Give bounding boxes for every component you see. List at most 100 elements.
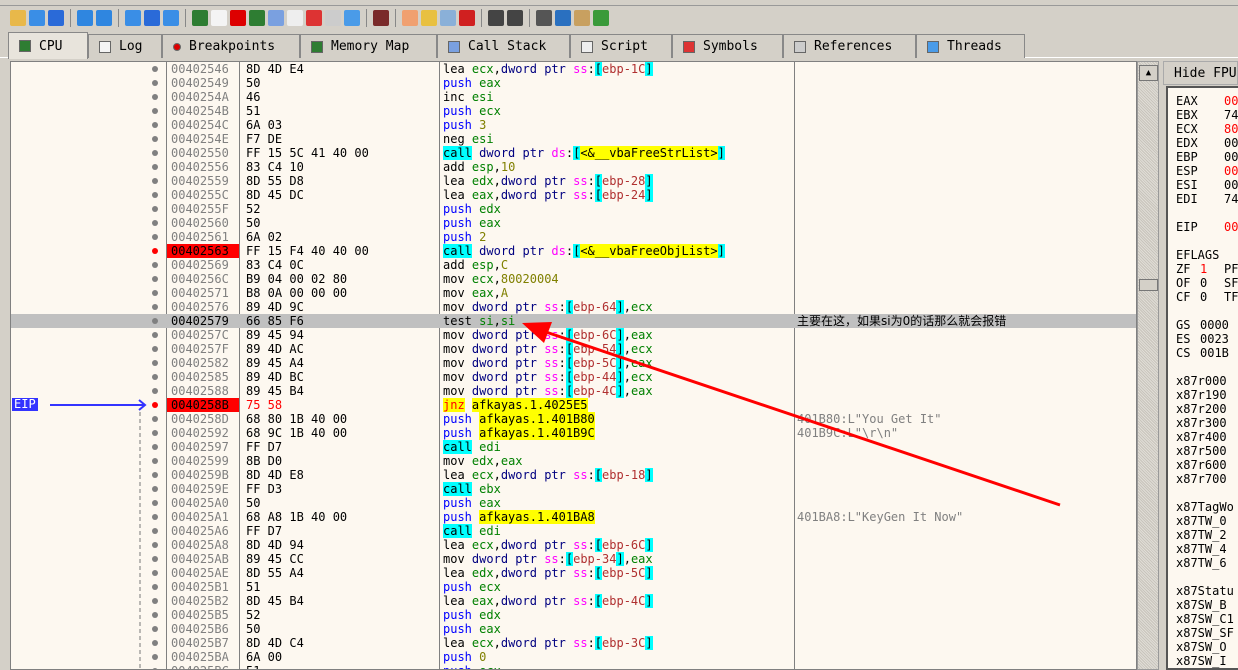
breakpoint-toggle-icon[interactable]	[152, 290, 158, 296]
breakpoint-toggle-icon[interactable]	[152, 164, 158, 170]
breakpoint-toggle-icon[interactable]	[152, 542, 158, 548]
tab-log[interactable]: Log	[88, 34, 162, 58]
disasm-row[interactable]: 00402585 89 4D BC mov dword ptr ss:[ebp-44…	[11, 370, 1136, 384]
run-icon[interactable]	[77, 10, 93, 26]
disasm-row[interactable]: 0040258B 75 58 jnz afkayas.1.4025E5	[11, 398, 1136, 412]
disasm-row[interactable]: 004025A6 FF D7 call edi	[11, 524, 1136, 538]
disasm-row[interactable]: 00402579 66 85 F6 test si,si 主要在这，如果si为0的话那…	[11, 314, 1136, 328]
breakpoint-toggle-icon[interactable]	[152, 668, 158, 669]
disasm-row[interactable]: 004025AE 8D 55 A4 lea edx,dword ptr ss:[eb…	[11, 566, 1136, 580]
breakpoint-toggle-icon[interactable]	[152, 584, 158, 590]
register-row[interactable]: x87r300	[1176, 416, 1238, 430]
tab-breakpoints[interactable]: Breakpoints	[162, 34, 300, 58]
tab-cpu[interactable]: CPU	[8, 32, 88, 59]
register-row[interactable]: x87TW_4	[1176, 542, 1238, 556]
disasm-row[interactable]: 00402556 83 C4 10 add esp,10	[11, 160, 1136, 174]
disasm-row[interactable]: 00402576 89 4D 9C mov dword ptr ss:[ebp-64…	[11, 300, 1136, 314]
breakpoint-toggle-icon[interactable]	[152, 556, 158, 562]
breakpoint-toggle-icon[interactable]	[152, 444, 158, 450]
breakpoint-icon[interactable]	[230, 10, 246, 26]
breakpoint-toggle-icon[interactable]	[152, 66, 158, 72]
tab-symbols[interactable]: Symbols	[672, 34, 783, 58]
disasm-row[interactable]: 0040257F 89 4D AC mov dword ptr ss:[ebp-54…	[11, 342, 1136, 356]
register-row[interactable]: x87SW_C1	[1176, 612, 1238, 626]
disasm-row[interactable]: 00402597 FF D7 call edi	[11, 440, 1136, 454]
disasm-row[interactable]: 00402599 8B D0 mov edx,eax	[11, 454, 1136, 468]
breakpoint-toggle-icon[interactable]	[152, 262, 158, 268]
disasm-row[interactable]: 00402560 50 push eax	[11, 216, 1136, 230]
about-icon[interactable]	[593, 10, 609, 26]
tab-memory-map[interactable]: Memory Map	[300, 34, 437, 58]
disasm-row[interactable]: 00402550 FF 15 5C 41 40 00 call dword ptr …	[11, 146, 1136, 160]
register-row[interactable]: ESP 00	[1176, 164, 1238, 178]
breakpoint-toggle-icon[interactable]	[152, 654, 158, 660]
disasm-row[interactable]: 0040254C 6A 03 push 3	[11, 118, 1136, 132]
disassembly-view[interactable]: 00402546 8D 4D E4 lea ecx,dword ptr ss:[eb…	[10, 61, 1137, 670]
breakpoint-toggle-icon[interactable]	[152, 500, 158, 506]
register-row[interactable]: EBX 74	[1176, 108, 1238, 122]
disasm-row[interactable]: 0040255C 8D 45 DC lea eax,dword ptr ss:[eb…	[11, 188, 1136, 202]
log-icon[interactable]	[211, 10, 227, 26]
register-row[interactable]: x87r700	[1176, 472, 1238, 486]
scroll-up-button[interactable]: ▲	[1139, 65, 1158, 81]
breakpoint-icon[interactable]	[152, 248, 158, 254]
register-row[interactable]: x87r000	[1176, 374, 1238, 388]
register-row[interactable]: GS 0000	[1176, 318, 1238, 332]
breakpoint-toggle-icon[interactable]	[152, 640, 158, 646]
plugin-icon[interactable]	[555, 10, 571, 26]
breakpoint-toggle-icon[interactable]	[152, 626, 158, 632]
tab-script[interactable]: Script	[570, 34, 672, 58]
breakpoint-toggle-icon[interactable]	[152, 122, 158, 128]
disasm-row[interactable]: 0040258D 68 80 1B 40 00 push afkayas.1.401…	[11, 412, 1136, 426]
register-row[interactable]: x87TW_2	[1176, 528, 1238, 542]
breakpoint-toggle-icon[interactable]	[152, 192, 158, 198]
breakpoint-toggle-icon[interactable]	[152, 528, 158, 534]
disasm-row[interactable]: 00402592 68 9C 1B 40 00 push afkayas.1.401…	[11, 426, 1136, 440]
register-row[interactable]: EFLAGS	[1176, 248, 1238, 262]
breakpoint-toggle-icon[interactable]	[152, 332, 158, 338]
globe-icon[interactable]	[536, 10, 552, 26]
breakpoint-toggle-icon[interactable]	[152, 458, 158, 464]
register-row[interactable]: x87SW_O	[1176, 640, 1238, 654]
breakpoint-toggle-icon[interactable]	[152, 430, 158, 436]
strings-icon[interactable]	[488, 10, 504, 26]
breakpoint-toggle-icon[interactable]	[152, 612, 158, 618]
register-row[interactable]: CF 0 TF	[1176, 290, 1238, 304]
disasm-row[interactable]: 004025B1 51 push ecx	[11, 580, 1136, 594]
disasm-row[interactable]: 004025A8 8D 4D 94 lea ecx,dword ptr ss:[eb…	[11, 538, 1136, 552]
register-row[interactable]: x87TW_0	[1176, 514, 1238, 528]
disasm-row[interactable]: 004025A1 68 A8 1B 40 00 push afkayas.1.401…	[11, 510, 1136, 524]
register-row[interactable]: ES 0023	[1176, 332, 1238, 346]
disasm-row[interactable]: 004025AB 89 45 CC mov dword ptr ss:[ebp-34…	[11, 552, 1136, 566]
functions-icon[interactable]	[459, 10, 475, 26]
breakpoint-toggle-icon[interactable]	[152, 472, 158, 478]
disasm-row[interactable]: 004025A0 50 push eax	[11, 496, 1136, 510]
tab-threads[interactable]: Threads	[916, 34, 1025, 58]
breakpoint-toggle-icon[interactable]	[152, 416, 158, 422]
disasm-row[interactable]: 00402559 8D 55 D8 lea edx,dword ptr ss:[eb…	[11, 174, 1136, 188]
register-row[interactable]: x87r190	[1176, 388, 1238, 402]
restart-icon[interactable]	[29, 10, 45, 26]
register-row[interactable]: x87TagWo	[1176, 500, 1238, 514]
disasm-row[interactable]: 004025BA 6A 00 push 0	[11, 650, 1136, 664]
register-row[interactable]: x87r400	[1176, 430, 1238, 444]
breakpoint-toggle-icon[interactable]	[152, 80, 158, 86]
call-stack-icon[interactable]	[268, 10, 284, 26]
register-row[interactable]: x87TW_6	[1176, 556, 1238, 570]
breakpoint-toggle-icon[interactable]	[152, 360, 158, 366]
step-over-icon[interactable]	[144, 10, 160, 26]
breakpoint-toggle-icon[interactable]	[152, 304, 158, 310]
breakpoint-toggle-icon[interactable]	[152, 346, 158, 352]
register-row[interactable]: x87r500	[1176, 444, 1238, 458]
breakpoint-toggle-icon[interactable]	[152, 570, 158, 576]
breakpoint-toggle-icon[interactable]	[152, 150, 158, 156]
disasm-row[interactable]: 0040254E F7 DE neg esi	[11, 132, 1136, 146]
scroll-thumb[interactable]	[1139, 279, 1158, 291]
breakpoint-toggle-icon[interactable]	[152, 318, 158, 324]
disasm-row[interactable]: 004025BC 51 push ecx	[11, 664, 1136, 669]
breakpoint-toggle-icon[interactable]	[152, 514, 158, 520]
open-icon[interactable]	[10, 10, 26, 26]
disasm-row[interactable]: 004025B5 52 push edx	[11, 608, 1136, 622]
threads-icon[interactable]	[344, 10, 360, 26]
register-row[interactable]: x87SW_SF	[1176, 626, 1238, 640]
